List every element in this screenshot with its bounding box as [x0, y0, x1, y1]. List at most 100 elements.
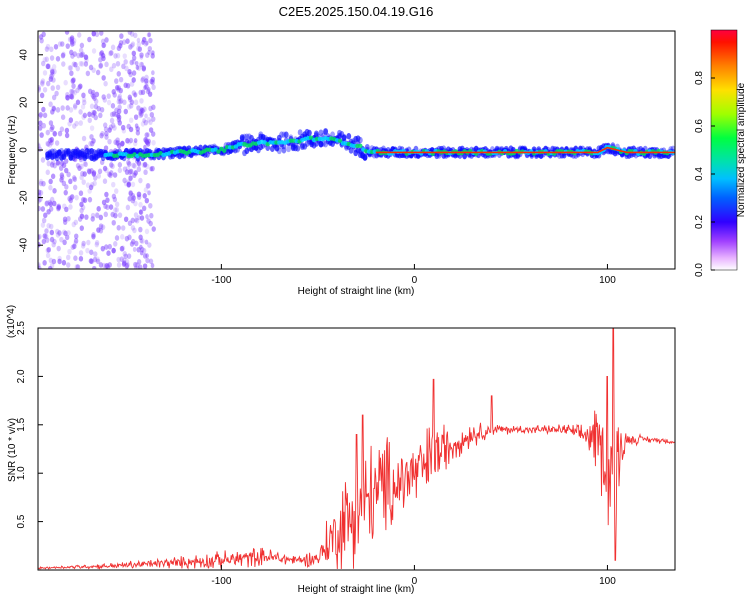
spectrogram-noise-cell: [115, 52, 121, 59]
spectrogram-noise-cell: [102, 41, 107, 48]
spectrogram-noise-cell: [91, 67, 96, 73]
spectrogram-noise-cell: [116, 256, 121, 263]
spectrogram-noise-cell: [142, 263, 148, 269]
spectrogram-noise-cell: [47, 199, 53, 206]
spectrogram-noise-cell: [44, 46, 50, 52]
spectrogram-noise-cell: [69, 35, 75, 41]
spectrogram-noise-cell: [138, 61, 144, 68]
spectrogram-noise-cell: [80, 243, 86, 249]
spectrogram-x-ticks: -100 0 100: [211, 264, 616, 286]
spectrogram-noise-cell: [60, 41, 65, 47]
spectrogram-noise-cell: [151, 84, 156, 91]
spectrogram-noise-cell: [133, 91, 138, 98]
spectrogram-noise-cell: [141, 39, 146, 45]
spectrogram-noise-cell: [144, 113, 148, 119]
spectrogram-noise-cell: [86, 239, 91, 246]
spectrogram-ridge-cell: [56, 149, 62, 156]
spectrogram-noise-cell: [68, 117, 74, 123]
spectrogram-noise-cell: [144, 197, 150, 204]
spectrogram-noise-cell: [41, 106, 46, 113]
spectrogram-noise-cell: [56, 204, 62, 211]
spectrogram-noise-cell: [58, 165, 64, 172]
spectrogram-noise-cell: [113, 241, 118, 247]
colorbar-tick-label: 0.6: [694, 119, 705, 133]
spectrogram-noise-cell: [122, 99, 127, 106]
spectrogram-noise-cell: [125, 165, 131, 172]
spectrogram-noise-cell: [93, 103, 99, 110]
spectrogram-noise-cell: [52, 131, 58, 137]
spectrogram-noise-cell: [91, 93, 96, 100]
spectrogram-noise-cell: [105, 204, 110, 211]
spectrogram-noise-cell: [114, 188, 119, 194]
spectrogram-noise-cell: [135, 65, 140, 71]
spectrogram-noise-cell: [115, 60, 121, 67]
spectrogram-noise-cell: [78, 60, 83, 67]
spectrogram-noise-cell: [78, 83, 83, 90]
spectrogram-noise-cell: [136, 105, 141, 111]
spectrogram-noise-cell: [150, 263, 155, 269]
spectrogram-noise-cell: [111, 247, 116, 254]
spectrogram-noise-cell: [107, 138, 112, 145]
spectrogram-noise-cell: [146, 132, 150, 138]
spectrogram-noise-cell: [71, 175, 77, 181]
spectrogram-noise-cell: [38, 263, 41, 269]
spectrogram-noise-cell: [38, 34, 44, 40]
spectrogram-noise-cell: [89, 134, 94, 140]
spectrogram-ridge-cell: [216, 149, 221, 154]
spectrogram-noise-cell: [62, 219, 68, 225]
spectrogram-noise-cell: [82, 160, 87, 167]
spectrogram-ridge-cell: [59, 147, 64, 155]
spectrogram-noise-cell: [75, 65, 80, 72]
snr-series-line: [38, 328, 675, 570]
spectrogram-ridge-cell: [283, 131, 289, 139]
spectrogram-noise-cell: [112, 172, 118, 178]
spectrogram-noise-cell: [114, 78, 119, 84]
spectrogram-noise-cell: [143, 187, 149, 193]
spectrogram-noise-cell: [116, 262, 122, 268]
spectrogram-noise-cell: [119, 245, 125, 252]
spectrogram-noise-cell: [143, 40, 148, 47]
snr-y-label: SNR (10 * v/v): [7, 418, 18, 482]
spectrogram-noise-cell: [49, 126, 54, 133]
spectrogram-noise-cell: [38, 189, 44, 196]
spectrogram-noise-cell: [122, 177, 127, 184]
spectrogram-noise-cell: [110, 103, 116, 109]
spectrogram-noise-cell: [79, 174, 84, 181]
spectrogram-noise-cell: [104, 37, 109, 43]
spectrogram-noise-cell: [147, 91, 153, 97]
spectrogram-noise-cell: [71, 40, 76, 47]
spectrogram-noise-cell: [48, 137, 53, 144]
spectrogram-noise-cell: [149, 111, 155, 118]
spectrogram-noise-cell: [77, 165, 82, 171]
spectrogram-noise-cell: [80, 51, 86, 58]
spectrogram-noise-cell: [69, 39, 75, 45]
spectrogram-noise-cell: [111, 193, 117, 200]
spectrogram-ridge-cell: [313, 130, 319, 137]
spectrogram-noise-cell: [65, 105, 70, 111]
colorbar-tick-label: 0.8: [694, 71, 705, 85]
spectrogram-noise-cell: [72, 103, 78, 109]
spectrogram-noise-cell: [41, 122, 46, 129]
spectrogram-noise-cell: [83, 61, 89, 67]
spectrogram-noise-cell: [80, 61, 85, 67]
spectrogram-noise-cell: [45, 129, 51, 136]
spectrogram-noise-cell: [128, 117, 134, 124]
spectrogram-noise-cell: [149, 212, 154, 219]
spectrogram-noise-cell: [123, 253, 128, 260]
spectrogram-noise-cell: [81, 135, 87, 142]
spectrogram-noise-cell: [42, 233, 47, 239]
spectrogram-noise-cell: [121, 257, 127, 264]
spectrogram-noise-cell: [79, 225, 84, 231]
spectrogram-ridge-cell: [358, 143, 363, 148]
spectrogram-noise-cell: [103, 211, 108, 218]
spectrogram-noise-cell: [84, 57, 89, 64]
spectrogram-ridge-cell: [260, 134, 266, 141]
spectrogram-ridge-cell: [281, 131, 287, 138]
spectrogram-ridge-cell: [362, 154, 368, 161]
spectrogram-noise-cell: [83, 54, 89, 60]
spectrogram-noise-cell: [109, 111, 115, 118]
spectrogram-noise-cell: [111, 111, 117, 117]
spectrogram-noise-cell: [144, 139, 150, 146]
spectrogram-noise-cell: [50, 69, 55, 75]
spectrogram-noise-cell: [126, 182, 131, 188]
